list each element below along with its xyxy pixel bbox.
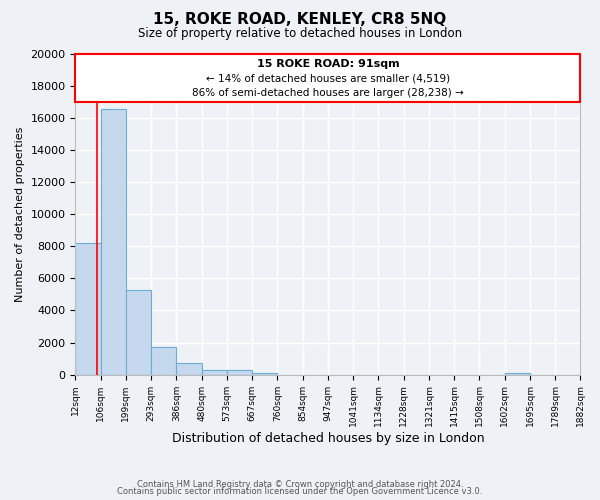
Text: ← 14% of detached houses are smaller (4,519): ← 14% of detached houses are smaller (4,… bbox=[206, 73, 450, 83]
Bar bbox=[227, 370, 253, 374]
X-axis label: Distribution of detached houses by size in London: Distribution of detached houses by size … bbox=[172, 432, 484, 445]
FancyBboxPatch shape bbox=[76, 54, 580, 102]
Text: Contains public sector information licensed under the Open Government Licence v3: Contains public sector information licen… bbox=[118, 487, 482, 496]
Text: 86% of semi-detached houses are larger (28,238) →: 86% of semi-detached houses are larger (… bbox=[192, 88, 464, 98]
Bar bbox=[76, 243, 101, 374]
Text: 15, ROKE ROAD, KENLEY, CR8 5NQ: 15, ROKE ROAD, KENLEY, CR8 5NQ bbox=[154, 12, 446, 28]
Text: Size of property relative to detached houses in London: Size of property relative to detached ho… bbox=[138, 28, 462, 40]
Bar bbox=[151, 346, 176, 374]
Bar bbox=[253, 373, 277, 374]
Bar bbox=[101, 108, 126, 374]
Text: 15 ROKE ROAD: 91sqm: 15 ROKE ROAD: 91sqm bbox=[257, 59, 399, 69]
Bar bbox=[126, 290, 151, 374]
Text: Contains HM Land Registry data © Crown copyright and database right 2024.: Contains HM Land Registry data © Crown c… bbox=[137, 480, 463, 489]
Bar bbox=[505, 373, 530, 374]
Bar bbox=[176, 364, 202, 374]
Bar bbox=[202, 370, 227, 374]
Y-axis label: Number of detached properties: Number of detached properties bbox=[15, 126, 25, 302]
